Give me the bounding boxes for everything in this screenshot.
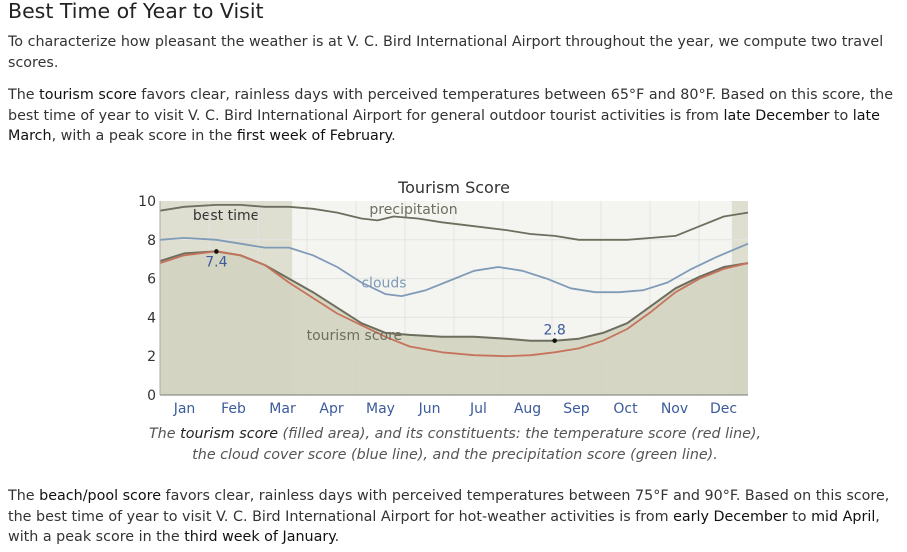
- clouds-line: [159, 237, 749, 297]
- x-tick-label: Mar: [269, 401, 296, 417]
- y-tick-label: 0: [147, 388, 156, 404]
- chart-caption: The tourism score (filled area), and its…: [148, 426, 762, 463]
- tourism-score-term: tourism score: [39, 87, 137, 103]
- best-time-end: late March: [8, 107, 880, 145]
- chart-title: Tourism Score: [397, 178, 510, 197]
- beach-peak-time: third week of January: [184, 529, 335, 546]
- y-tick-label: 6: [147, 272, 156, 288]
- precipitation-line: [159, 204, 749, 241]
- y-tick-label: 8: [147, 233, 156, 249]
- caption-tourism-score-term: tourism score: [180, 426, 279, 442]
- series-label: tourism score: [307, 328, 403, 344]
- best-time-label: best time: [193, 208, 259, 224]
- x-tick-label: Aug: [514, 401, 541, 417]
- beach-score-paragraph: The beach/pool score favors clear, rainl…: [8, 488, 890, 546]
- beach-best-time-end: mid April: [811, 508, 876, 525]
- x-tick-label: Jun: [418, 401, 441, 417]
- y-tick-label: 4: [147, 310, 156, 326]
- x-tick-label: Feb: [221, 401, 246, 417]
- annotation-point: [214, 249, 219, 254]
- peak-time: first week of February: [236, 128, 392, 145]
- x-tick-label: Jan: [173, 401, 196, 417]
- x-tick-label: May: [366, 401, 395, 417]
- beach-best-time-start: early December: [673, 508, 788, 525]
- x-tick-label: Jul: [469, 401, 487, 417]
- x-tick-label: Sep: [563, 401, 590, 417]
- annotation-label: 2.8: [544, 323, 566, 339]
- temperature-score-line: [159, 250, 749, 358]
- tourism-score-area: [160, 251, 748, 395]
- annotation-point: [552, 338, 557, 343]
- series-label: precipitation: [369, 202, 457, 218]
- x-tick-label: Nov: [661, 401, 688, 417]
- intro-paragraph: To characterize how pleasant the weather…: [8, 34, 884, 71]
- x-tick-label: Dec: [710, 401, 737, 417]
- x-tick-label: Oct: [613, 401, 638, 417]
- annotation-label: 7.4: [205, 254, 227, 270]
- series-label: clouds: [361, 275, 406, 291]
- page-title: Best Time of Year to Visit: [8, 0, 264, 23]
- y-tick-label: 10: [138, 194, 156, 210]
- best-time-start: late December: [723, 107, 830, 124]
- tourism-score-paragraph: The tourism score favors clear, rainless…: [8, 87, 894, 145]
- y-tick-label: 2: [147, 349, 156, 365]
- x-tick-label: Apr: [319, 401, 343, 417]
- beach-score-term: beach/pool score: [39, 488, 162, 504]
